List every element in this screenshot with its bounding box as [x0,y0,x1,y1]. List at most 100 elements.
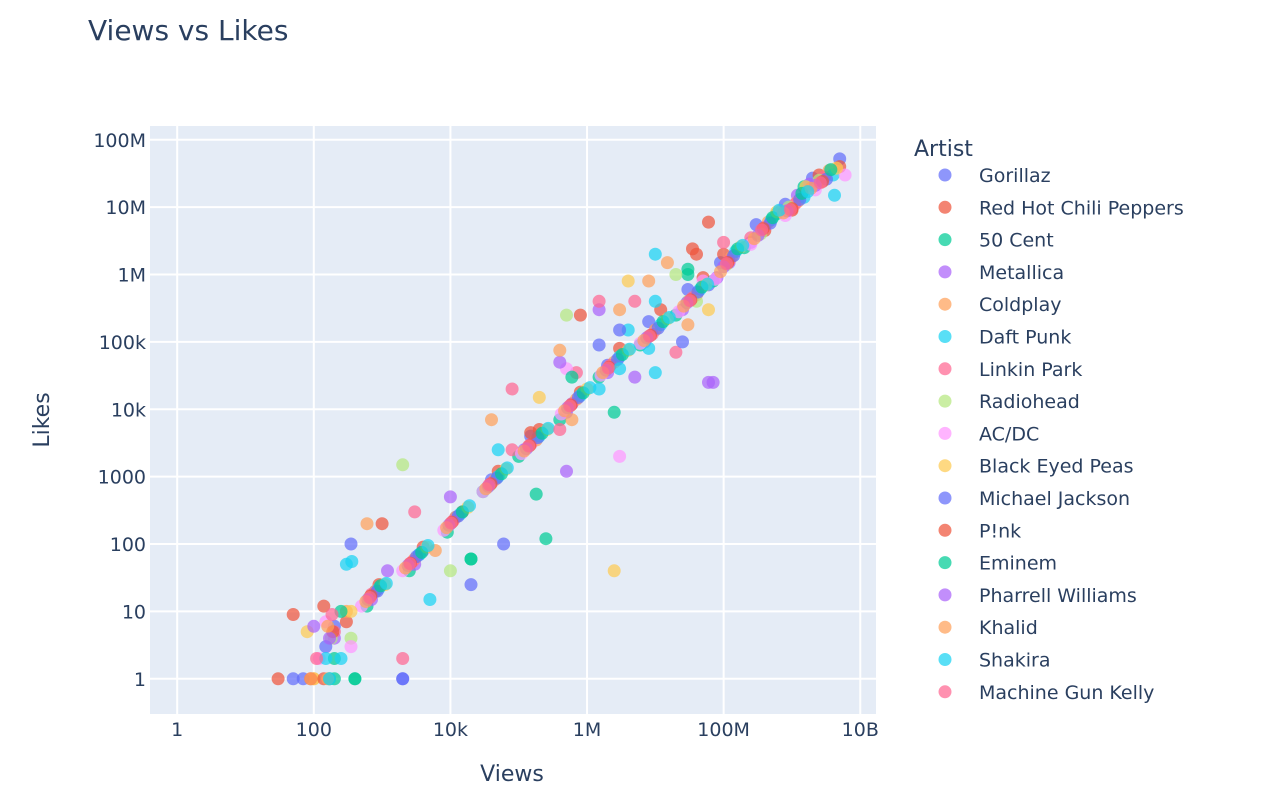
legend-label: P!nk [979,520,1021,542]
data-point [505,382,519,396]
legend-label: Coldplay [979,294,1061,316]
data-point [491,443,505,457]
data-point [783,203,797,217]
data-point [379,576,393,590]
legend-label: AC/DC [979,423,1039,445]
data-point [286,672,300,686]
x-tick-label: 100M [697,719,750,741]
y-tick-label: 1 [134,669,146,691]
data-point [529,487,543,501]
data-point [747,232,761,246]
y-axis-title: Likes [30,392,55,447]
data-point [286,608,300,621]
legend-item[interactable]: Red Hot Chili Peppers [938,197,1184,219]
legend-marker [938,556,952,570]
legend-label: Metallica [979,262,1064,284]
data-point [396,672,410,686]
data-point [623,342,637,356]
data-point [485,413,498,427]
legend-marker [938,168,952,182]
x-tick-label: 1 [171,719,183,741]
data-point [323,672,336,686]
data-point [621,274,635,288]
legend-label: Gorillaz [979,165,1051,187]
legend[interactable]: Gorillaz Red Hot Chili Peppers 50 Cent Meta… [938,165,1184,704]
data-point [325,608,339,621]
data-point [801,185,815,199]
data-point [344,604,358,618]
legend-item[interactable]: Black Eyed Peas [938,456,1134,478]
legend-item[interactable]: Gorillaz [938,165,1051,187]
y-tick-label: 10 [122,601,146,623]
legend-item[interactable]: Coldplay [938,294,1062,316]
data-point [583,381,597,395]
data-point [344,640,358,654]
legend-marker [938,685,952,699]
data-point [592,294,606,308]
data-point [607,405,621,419]
data-point [648,366,662,380]
data-point [381,564,394,578]
chart-title: Views vs Likes [88,14,288,47]
data-point [317,599,331,613]
legend-item[interactable]: Pharrell Williams [938,585,1137,607]
legend-item[interactable]: 50 Cent [938,230,1054,252]
data-point [344,537,358,551]
legend-marker [938,330,952,343]
data-point [613,303,627,317]
data-point [706,375,720,389]
data-point [565,370,579,384]
data-point [541,421,555,435]
data-point [271,672,285,686]
legend-item[interactable]: Khalid [938,617,1038,639]
data-point [607,564,621,578]
data-point [642,329,656,343]
legend-item[interactable]: P!nk [938,520,1022,542]
legend-marker [938,459,952,473]
legend-item[interactable]: Eminem [938,553,1058,575]
legend-label: Machine Gun Kelly [979,682,1154,704]
data-point [500,461,514,475]
data-point [321,619,335,633]
data-point [403,557,417,571]
data-point [755,223,769,237]
data-point [628,294,642,308]
legend-label: 50 Cent [979,230,1054,252]
legend-item[interactable]: Daft Punk [938,327,1072,349]
legend-item[interactable]: Michael Jackson [938,488,1131,510]
data-point [307,619,321,633]
legend-item[interactable]: Radiohead [938,391,1080,413]
y-tick-label: 10k [111,399,146,421]
data-point [482,478,496,492]
legend-item[interactable]: Linkin Park [938,359,1083,381]
data-point [396,458,410,472]
data-point [360,517,374,531]
data-point [323,631,336,645]
legend-item[interactable]: Metallica [938,262,1065,284]
data-point [497,537,511,551]
data-point [319,652,333,665]
data-point [304,672,318,686]
legend-label: Khalid [979,617,1038,639]
legend-label: Radiohead [979,391,1080,413]
data-point [660,256,674,270]
data-point [443,490,457,504]
legend-item[interactable]: AC/DC [938,423,1040,445]
legend-label: Black Eyed Peas [979,456,1134,478]
legend-marker [938,362,952,376]
data-point [702,303,715,317]
data-point [553,423,567,436]
data-point [648,247,662,261]
data-point [463,499,476,513]
gridlines [150,126,876,714]
data-point [539,532,553,546]
legend-label: Shakira [979,650,1050,672]
data-point [613,362,627,376]
data-points [271,152,852,686]
legend-marker [938,265,952,279]
data-point [601,361,615,375]
legend-item[interactable]: Shakira [938,650,1051,672]
legend-item[interactable]: Machine Gun Kelly [938,682,1155,704]
data-point [613,449,627,463]
